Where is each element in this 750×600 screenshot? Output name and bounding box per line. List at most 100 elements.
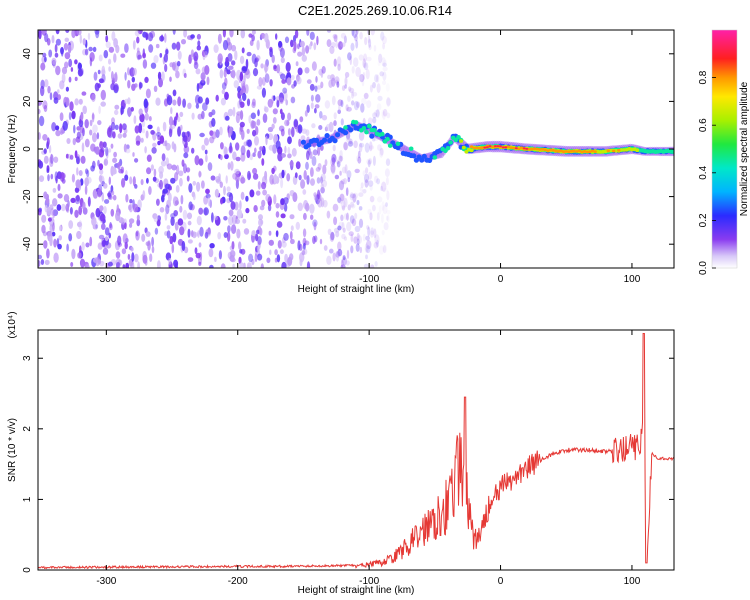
spectrogram-noise-speckle [183,145,190,154]
spectrogram-noise-speckle [44,79,49,88]
spectrogram-noise-speckle [94,30,100,35]
spectrogram-noise-speckle [74,187,80,193]
spectrogram-noise-speckle [346,137,351,143]
spectrogram-ridge-cell [533,147,537,151]
spectrogram-noise-speckle [60,172,66,180]
spectrogram-noise-speckle [221,89,226,95]
spectrogram-noise-speckle [379,147,384,156]
spectrogram-noise-speckle [382,66,388,72]
spectrogram-noise-speckle [364,37,368,46]
spectrogram-noise-speckle [281,261,287,268]
spectrogram-noise-speckle [156,198,160,206]
spectrogram-noise-speckle [109,222,112,229]
spectrogram-noise-speckle [170,216,175,226]
spectrogram-noise-speckle [366,225,370,230]
spectrogram-noise-speckle [132,203,139,213]
spectrogram-noise-speckle [114,109,119,116]
spectrogram-noise-speckle [306,104,310,114]
spectrogram-noise-speckle [382,71,387,81]
spectrogram-noise-speckle [208,248,214,258]
spectrogram-noise-speckle [95,207,101,218]
spectrogram-noise-speckle [105,35,109,43]
spectrogram-noise-speckle [372,112,377,119]
snr-background [38,330,674,570]
spectrogram-noise-speckle [71,248,76,260]
spectrogram-noise-speckle [141,128,146,134]
spectrogram-noise-speckle [382,80,387,86]
spectrogram-noise-speckle [175,185,180,193]
spectrogram-noise-speckle [354,34,358,42]
spectrogram-noise-speckle [290,225,294,231]
spectrogram-ridge-cell [369,133,375,139]
spectrogram-noise-speckle [309,83,315,91]
spectrogram-noise-speckle [257,181,261,190]
spectrogram-noise-speckle [301,54,307,62]
spectrogram-noise-speckle [177,116,181,123]
spectrogram-noise-speckle [186,167,191,173]
spectrogram-noise-speckle [251,53,257,64]
spectrogram-noise-speckle [70,67,74,72]
spectrogram-noise-speckle [132,152,135,157]
spectrogram-noise-speckle [283,203,288,212]
spectrogram-noise-speckle [121,248,127,255]
spectrogram-noise-speckle [367,171,373,180]
spectrogram-ridge-cell [590,149,595,153]
spectrogram-noise-speckle [376,74,380,83]
spectrogram-noise-speckle [341,85,346,91]
spectrogram-noise-speckle [319,238,323,245]
spectrogram-noise-speckle [71,30,76,39]
spectrogram-noise-speckle [348,138,353,145]
spectrogram-noise-speckle [245,58,249,69]
spectrogram-noise-speckle [44,259,50,266]
spectrogram-noise-speckle [114,104,120,110]
spectrogram-noise-speckle [348,231,354,237]
spectrogram-noise-speckle [349,192,354,201]
spectrogram-noise-speckle [186,175,190,182]
spectrogram-noise-speckle [358,218,364,228]
spectrogram-noise-speckle [373,241,379,249]
spectrogram-noise-speckle [49,223,54,233]
spectrogram-noise-speckle [52,187,57,193]
spectrogram-noise-speckle [152,176,157,182]
spectrogram-noise-speckle [324,159,328,167]
spectrogram-noise-speckle [303,212,307,221]
x-tick-label: 0 [498,576,504,587]
spectrogram-noise-speckle [226,186,231,192]
spectrogram-noise-speckle [327,74,332,80]
spectrogram-ridge-cell [353,120,359,125]
spectrogram-noise-speckle [53,238,57,248]
spectrogram-noise-speckle [365,235,370,241]
colorbar-tick-label: 0.0 [698,261,709,275]
spectrogram-noise-speckle [281,79,287,84]
spectrogram-noise-speckle [381,213,384,224]
spectrogram-noise-speckle [234,50,238,61]
snr-series-line [38,333,674,570]
spectrogram-noise-speckle [202,102,208,111]
spectrogram-noise-speckle [211,212,214,223]
spectrogram-noise-speckle [210,175,216,181]
spectrogram-ridge-cell [548,148,553,152]
spectrogram-noise-speckle [48,145,52,154]
spectrogram-noise-speckle [377,196,383,203]
spectrogram-noise-speckle [168,192,172,203]
spectrogram-noise-speckle [57,94,61,101]
spectrogram-noise-speckle [251,34,255,42]
spectrogram-noise-speckle [204,65,210,75]
spectrogram-noise-speckle [304,67,310,74]
spectrogram-noise-speckle [320,183,324,189]
spectrogram-noise-speckle [386,215,389,221]
spectrogram-noise-speckle [382,62,387,67]
spectrogram-noise-speckle [153,55,159,64]
spectrogram-noise-speckle [184,246,189,254]
spectrogram-noise-speckle [172,232,177,243]
spectrogram-noise-speckle [340,259,344,268]
spectrogram-noise-speckle [254,136,259,146]
spectrogram-noise-speckle [195,68,201,75]
spectrogram-ridge-cell [572,149,576,153]
spectrogram-noise-speckle [292,192,298,203]
spectrogram-noise-speckle [72,138,77,146]
spectrogram-noise-speckle [171,164,177,171]
spectrogram-ridge-cell [421,153,427,159]
spectrogram-noise-speckle [85,168,89,175]
spectrogram-noise-speckle [275,140,281,150]
